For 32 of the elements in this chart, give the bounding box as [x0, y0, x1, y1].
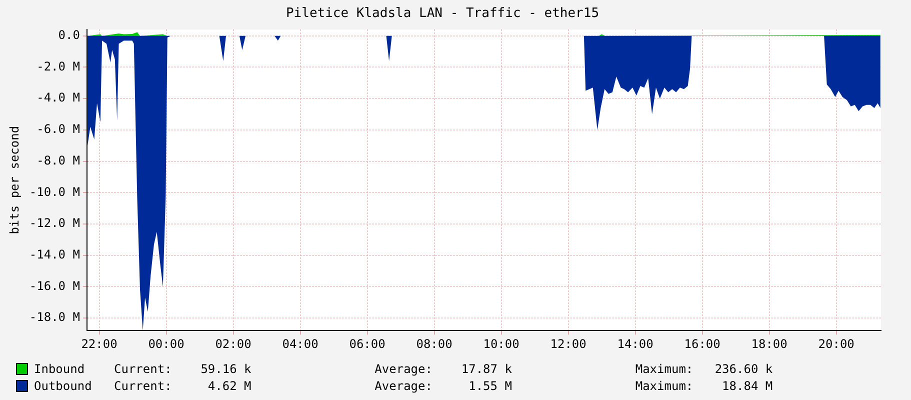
x-tick-label: 10:00: [483, 336, 520, 351]
chart-title: Piletice Kladsla LAN - Traffic - ether15: [286, 6, 600, 22]
x-tick-label: 02:00: [215, 336, 252, 351]
y-tick-label: -6.0 M: [36, 122, 80, 136]
x-tick-label: 08:00: [416, 336, 452, 351]
x-tick-label: 06:00: [349, 336, 386, 351]
text: Current: 4.62 M: [114, 378, 252, 392]
text: Current: 59.16 k: [114, 362, 252, 376]
x-tick-label: 18:00: [751, 336, 788, 351]
text: Maximum: 18.84 M: [635, 378, 774, 392]
legend-label: Inbound: [34, 362, 86, 376]
y-tick-label: -4.0 M: [36, 90, 80, 105]
y-tick-label: -18.0 M: [29, 310, 80, 324]
x-tick-label: 22:00: [81, 336, 118, 351]
x-tick-label: 00:00: [148, 336, 184, 351]
x-tick-label: 16:00: [684, 336, 720, 351]
y-axis-title: bits per second: [7, 126, 22, 234]
y-tick-label: -8.0 M: [36, 153, 80, 168]
x-tick-label: 20:00: [818, 336, 854, 351]
y-tick-label: -16.0 M: [29, 278, 80, 293]
text: Maximum: 236.60 k: [635, 362, 774, 376]
text: Average: 17.87 k: [374, 362, 513, 376]
y-tick-label: -12.0 M: [29, 216, 80, 230]
x-tick-label: 14:00: [617, 336, 654, 351]
y-tick-label: -14.0 M: [29, 247, 80, 262]
x-tick-label: 04:00: [282, 336, 318, 351]
legend-label: Outbound: [34, 378, 93, 392]
text: Average: 1.55 M: [374, 378, 513, 392]
y-tick-label: 0.0: [58, 28, 80, 42]
y-tick-label: -2.0 M: [36, 59, 80, 74]
x-tick-label: 12:00: [550, 336, 586, 351]
y-tick-label: -10.0 M: [29, 184, 80, 199]
